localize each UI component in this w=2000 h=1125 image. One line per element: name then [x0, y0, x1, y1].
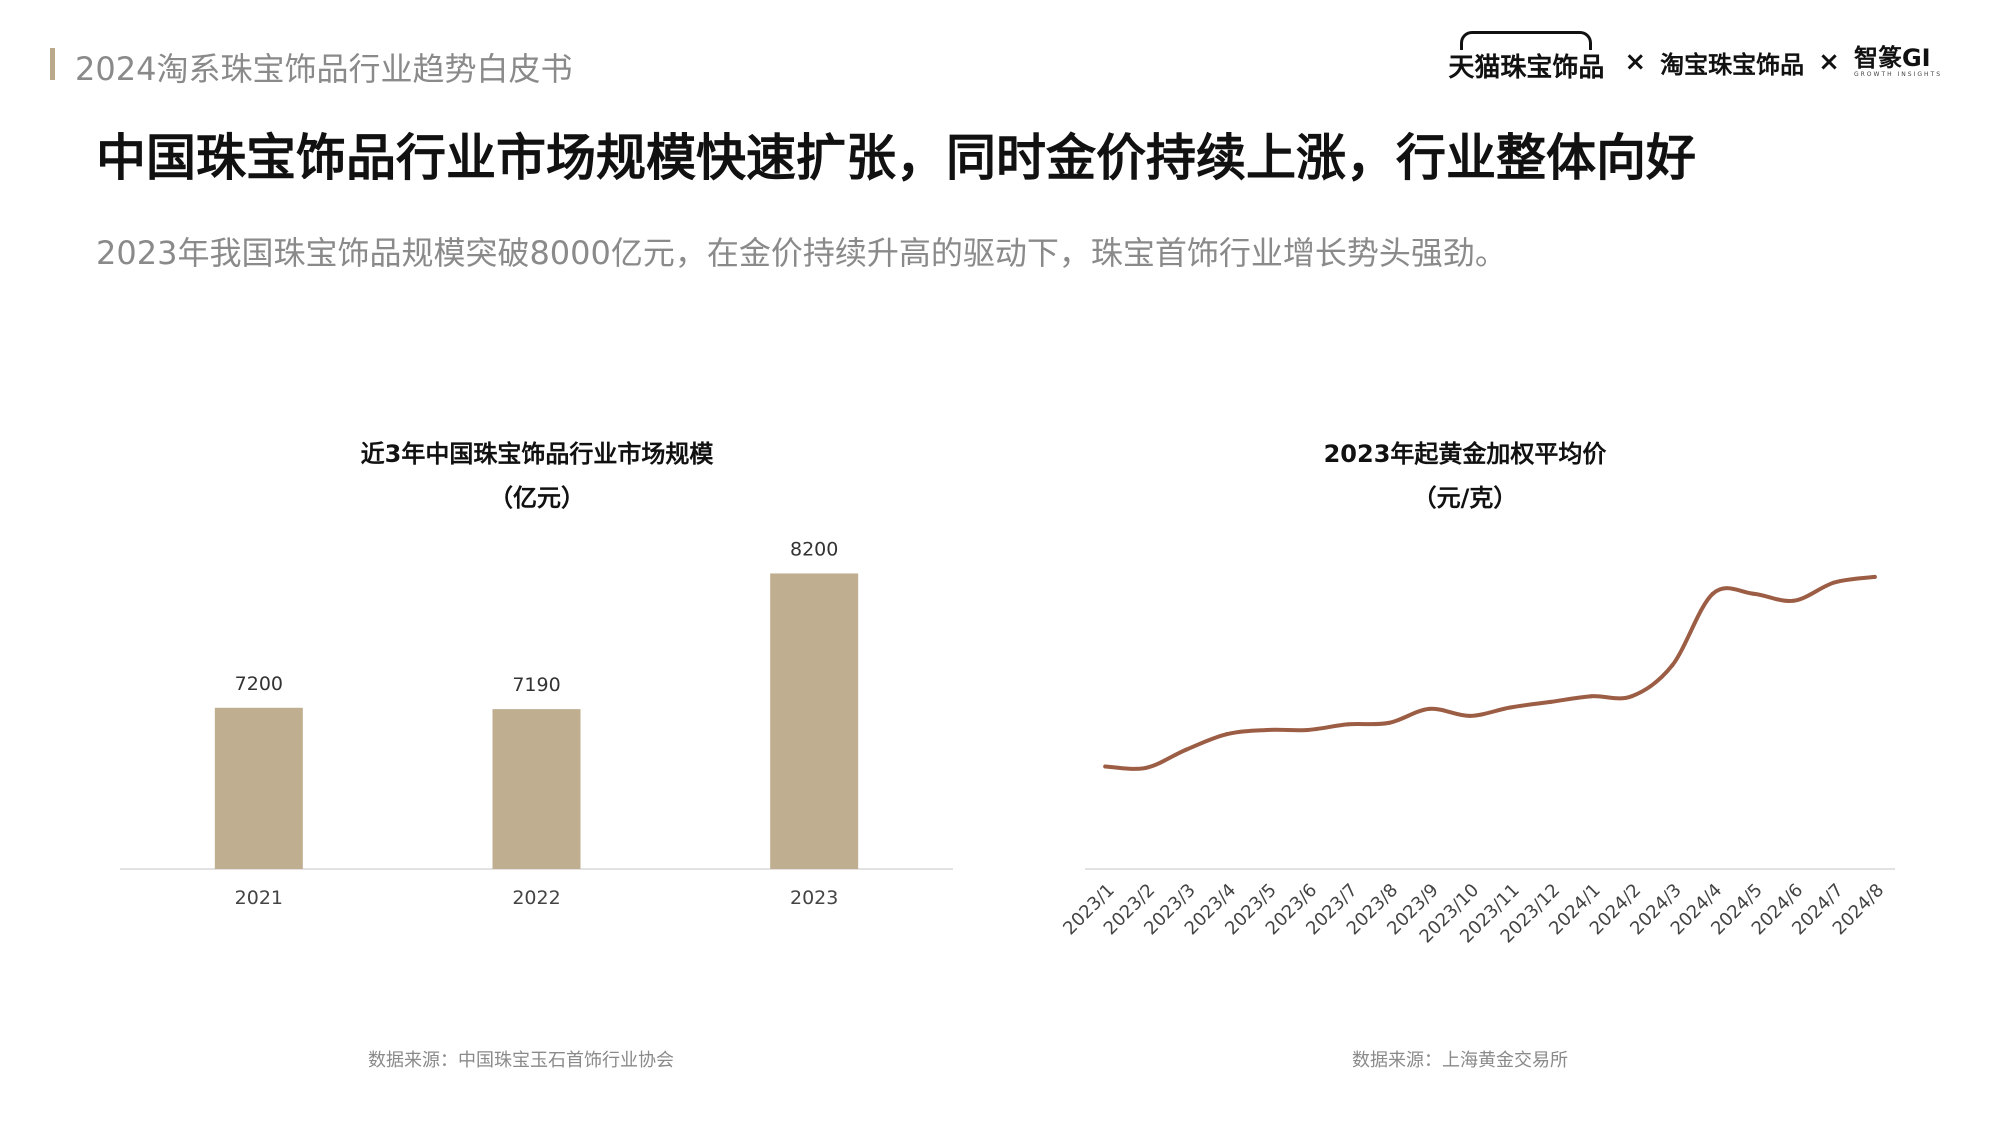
line-point-2024/7	[1832, 580, 1837, 585]
line-point-2023/4	[1224, 732, 1229, 737]
line-chart-source: 数据来源：上海黄金交易所	[1352, 1050, 1568, 1071]
line-point-2024/5	[1751, 591, 1756, 596]
logo-separator: ×	[1624, 47, 1647, 77]
line-point-2023/9	[1427, 706, 1432, 711]
gold-price-line	[1103, 574, 1877, 771]
line-point-2023/2	[1143, 765, 1148, 770]
bar-value-label: 8200	[790, 538, 838, 560]
line-point-2024/3	[1670, 663, 1675, 668]
line-point-2023/11	[1508, 705, 1513, 710]
tmall-jewelry-logo: 天猫珠宝饰品	[1442, 30, 1610, 88]
line-point-2023/1	[1103, 764, 1108, 769]
line-point-2024/8	[1872, 574, 1877, 579]
line-point-2023/7	[1346, 722, 1351, 727]
bar-chart-title: 近3年中国珠宝饰品行业市场规模	[360, 440, 714, 468]
line-point-2024/6	[1791, 598, 1796, 603]
header-accent-bar	[50, 48, 55, 80]
bar-2022	[492, 709, 581, 869]
bar-chart-title-block: 近3年中国珠宝饰品行业市场规模 （亿元）	[237, 432, 837, 520]
zhizhuan-gi-logo: 智篆GI GROWTH INSIGHTS	[1854, 46, 1942, 78]
partner-logos: 天猫珠宝饰品 × 淘宝珠宝饰品 × 智篆GI GROWTH INSIGHTS	[1442, 30, 1942, 90]
line-point-2024/4	[1710, 591, 1715, 596]
page-subtitle: 2023年我国珠宝饰品规模突破8000亿元，在金价持续升高的驱动下，珠宝首饰行业…	[96, 234, 1507, 272]
tmall-cat-icon	[1460, 30, 1593, 50]
line-point-2023/12	[1548, 699, 1553, 704]
line-chart-title: 2023年起黄金加权平均价	[1323, 440, 1607, 468]
line-point-2023/10	[1467, 713, 1472, 718]
line-point-2023/5	[1265, 727, 1270, 732]
bar-2023	[770, 573, 859, 869]
line-point-2024/1	[1589, 694, 1594, 699]
line-chart-unit: （元/克）	[1412, 484, 1518, 512]
bar-x-tick-label: 2021	[235, 887, 283, 909]
bar-value-label: 7200	[235, 673, 283, 695]
taobao-jewelry-logo: 淘宝珠宝饰品	[1660, 50, 1805, 79]
report-title: 2024淘系珠宝饰品行业趋势白皮书	[75, 50, 573, 88]
line-point-2023/6	[1305, 727, 1310, 732]
line-chart-title-block: 2023年起黄金加权平均价 （元/克）	[1165, 432, 1765, 520]
tmall-logo-text: 天猫珠宝饰品	[1448, 52, 1605, 83]
line-point-2023/8	[1386, 720, 1391, 725]
bar-x-tick-label: 2023	[790, 887, 838, 909]
gi-logo-text: 智篆GI	[1853, 44, 1931, 72]
bar-2021	[214, 707, 303, 869]
bar-chart-source: 数据来源：中国珠宝玉石首饰行业协会	[368, 1050, 674, 1071]
line-point-2023/3	[1184, 747, 1189, 752]
gi-logo-subtext: GROWTH INSIGHTS	[1853, 71, 1942, 78]
logo-separator: ×	[1818, 47, 1840, 77]
page-title: 中国珠宝饰品行业市场规模快速扩张，同时金价持续上涨，行业整体向好	[96, 129, 1696, 187]
bar-value-label: 7190	[512, 674, 560, 696]
bar-x-tick-label: 2022	[512, 887, 560, 909]
bar-chart-unit: （亿元）	[489, 484, 585, 512]
line-point-2024/2	[1629, 694, 1634, 699]
